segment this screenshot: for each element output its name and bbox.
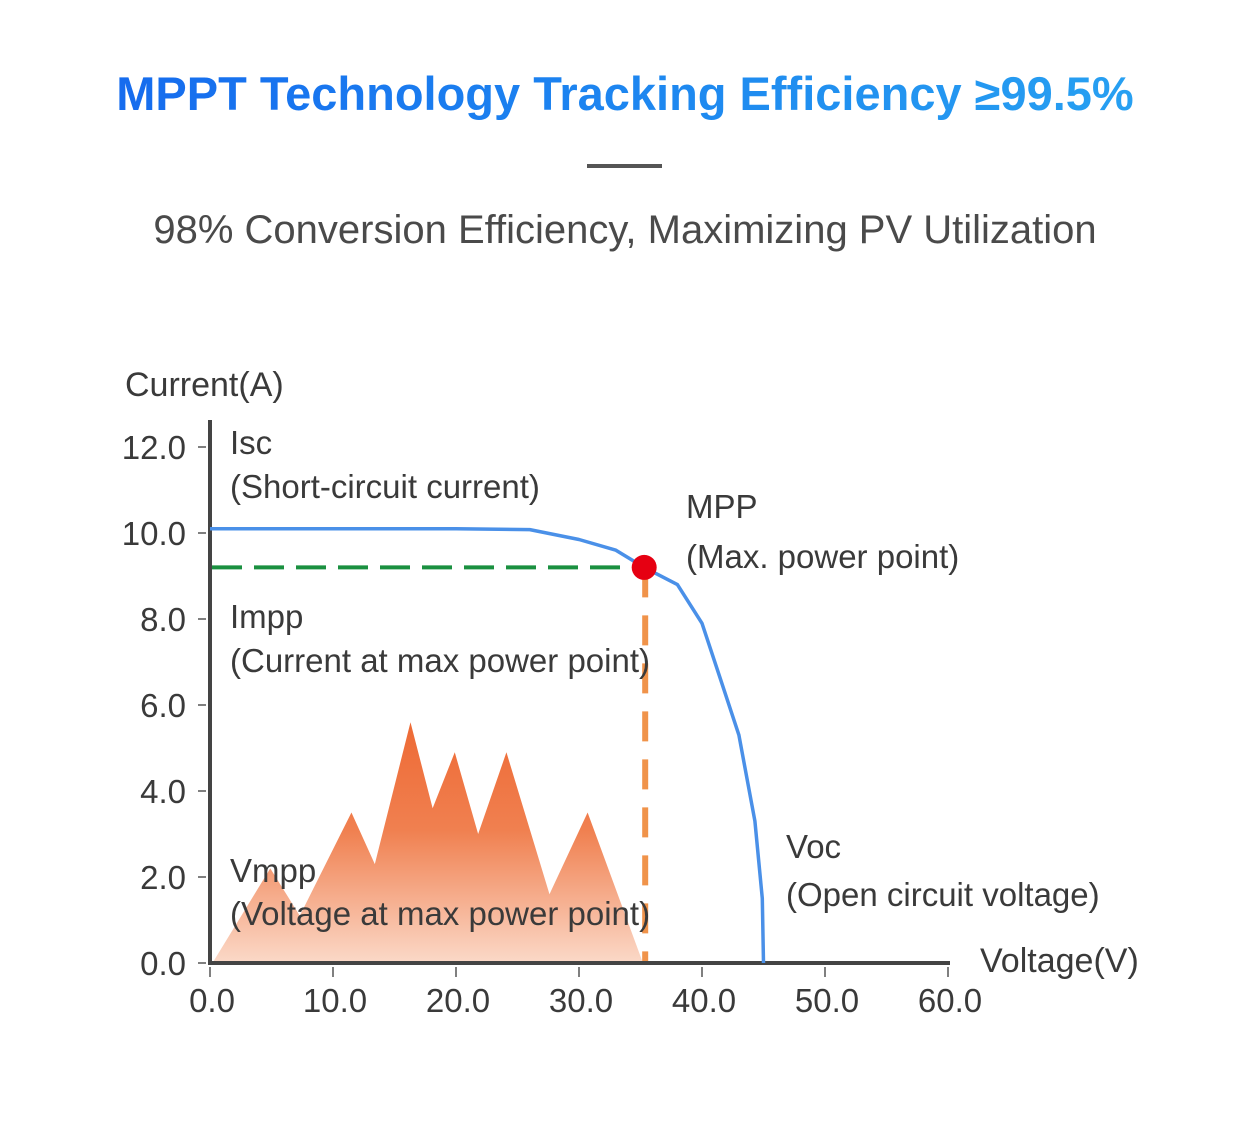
y-tick-label: 0.0 [140,945,186,982]
x-tick-label: 60.0 [918,982,982,1019]
page-title: MPPT Technology Tracking Efficiency ≥99.… [0,66,1250,121]
page-subtitle: 98% Conversion Efficiency, Maximizing PV… [153,208,1097,252]
annotation-vmpp-desc: (Voltage at max power point) [230,895,650,932]
x-tick-label: 10.0 [303,982,367,1019]
annotation-voc-desc: (Open circuit voltage) [786,876,1100,913]
power-area [212,722,643,963]
x-tick-label: 40.0 [672,982,736,1019]
iv-curve-line [210,526,766,964]
y-tick-label: 8.0 [140,601,186,638]
annotation-isc-desc: (Short-circuit current) [230,468,540,505]
x-tick-label: 50.0 [795,982,859,1019]
annotation-vmpp: Vmpp [230,852,316,889]
title-divider [587,164,662,168]
y-tick-label: 10.0 [122,515,186,552]
annotation-mpp-desc: (Max. power point) [686,538,959,575]
annotation-impp: Impp [230,598,303,635]
y-tick-label: 12.0 [122,429,186,466]
annotation-isc: Isc [230,424,272,461]
y-axis-label: Current(A) [125,366,284,404]
y-tick-label: 4.0 [140,773,186,810]
x-tick-label: 20.0 [426,982,490,1019]
annotation-voc: Voc [786,828,841,865]
y-tick-label: 2.0 [140,859,186,896]
x-tick-label: 30.0 [549,982,613,1019]
x-axis-label: Voltage(V) [980,942,1139,980]
annotation-mpp: MPP [686,488,758,525]
mpp-point [631,554,657,580]
annotation-impp-desc: (Current at max power point) [230,642,650,679]
x-tick-label: 0.0 [189,982,235,1019]
y-tick-label: 6.0 [140,687,186,724]
